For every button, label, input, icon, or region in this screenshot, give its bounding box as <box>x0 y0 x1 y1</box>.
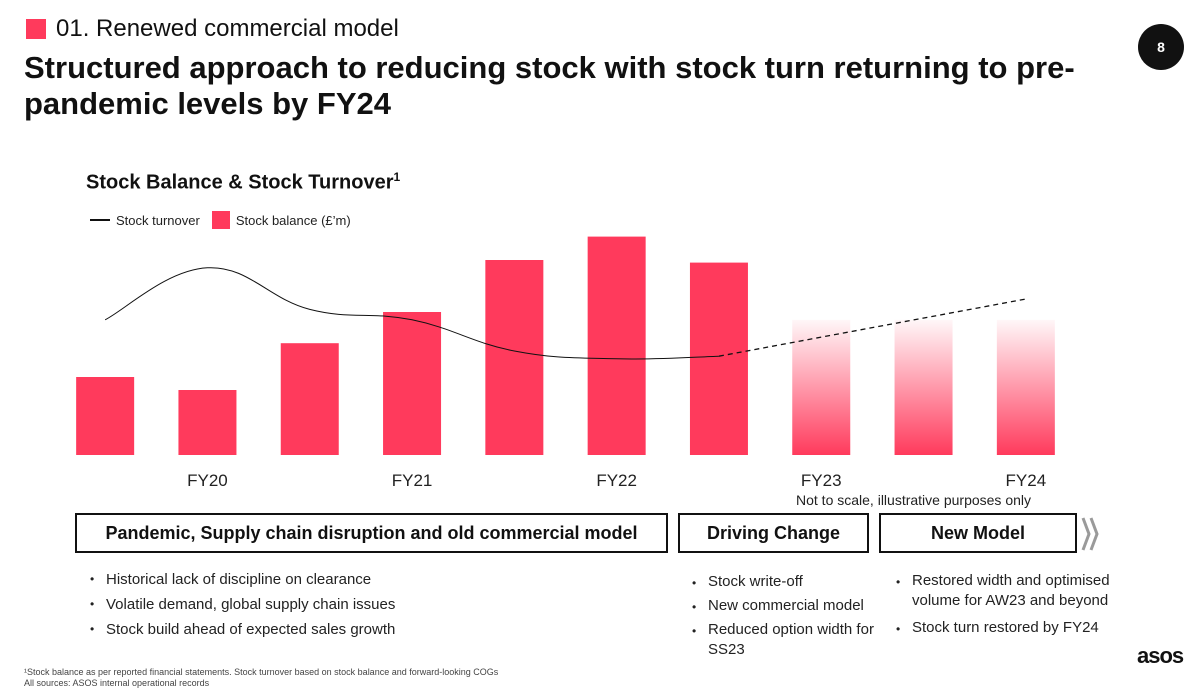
driving-change-bullets: Stock write-off New commercial model Red… <box>692 572 878 660</box>
legend-bar-label: Stock balance (£’m) <box>235 212 351 228</box>
stock-balance-bar-fy21b <box>383 312 442 455</box>
stock-balance-bar-fy22b <box>587 236 646 455</box>
phase-new-model-label: New Model <box>930 522 1025 543</box>
chart-title: Stock Balance & Stock Turnover1 <box>86 170 400 195</box>
list-item: Stock write-off <box>692 572 878 593</box>
stock-turnover-line <box>104 267 719 360</box>
list-item: Volatile demand, global supply chain iss… <box>90 596 666 613</box>
stock-balance-bar-fy20a <box>76 377 135 455</box>
chart-legend: Stock turnover Stock balance (£’m) <box>90 211 351 229</box>
stock-balance-bar-fy23b <box>894 319 953 455</box>
legend-bar-swatch <box>211 211 230 229</box>
footnote: ¹Stock balance as per reported financial… <box>24 667 498 689</box>
list-item: Historical lack of discipline on clearan… <box>90 571 666 588</box>
phase-pandemic-label: Pandemic, Supply chain disruption and ol… <box>105 522 638 543</box>
stock-balance-bar-fy23a <box>792 319 851 455</box>
phase-driving-change: Driving Change <box>678 513 869 553</box>
section-marker <box>26 19 46 39</box>
chevron-right-icon <box>1081 517 1099 551</box>
list-item: Stock build ahead of expected sales grow… <box>90 621 666 638</box>
new-model-bullets: Restored width and optimised volume for … <box>896 571 1132 639</box>
x-tick-label-fy23: FY23 <box>801 471 842 490</box>
legend-line-swatch <box>90 219 110 221</box>
stock-balance-bar-fy22c <box>689 262 748 455</box>
chart-title-text: Stock Balance & Stock Turnover <box>86 171 394 194</box>
list-item: New commercial model <box>692 596 878 617</box>
page-number-badge: 8 <box>1138 24 1184 70</box>
stock-balance-bar-fy21a <box>280 343 339 455</box>
x-tick-label-fy22: FY22 <box>596 471 637 490</box>
list-item: Reduced option width for SS23 <box>692 620 878 660</box>
footnote-line: ¹Stock balance as per reported financial… <box>24 667 499 677</box>
x-tick-label-fy20: FY20 <box>187 471 228 490</box>
x-tick-label-fy21: FY21 <box>392 471 433 490</box>
list-item: Restored width and optimised volume for … <box>896 571 1132 611</box>
stock-balance-bar-fy24 <box>996 319 1055 455</box>
page-title: Structured approach to reducing stock wi… <box>24 50 1075 121</box>
stock-balance-bar-fy22a <box>485 260 544 455</box>
footnote-line: All sources: ASOS internal operational r… <box>24 678 210 688</box>
phase-driving-change-label: Driving Change <box>706 522 840 543</box>
asos-logo: asos <box>1137 643 1184 668</box>
phase-new-model: New Model <box>879 513 1077 553</box>
list-item: Stock turn restored by FY24 <box>896 618 1132 639</box>
stock-chart: FY20 FY21 FY22 FY23 FY24 <box>76 236 1055 490</box>
pandemic-bullets: Historical lack of discipline on clearan… <box>90 571 666 638</box>
stock-turnover-projection-line <box>718 298 1026 357</box>
chart-scale-note: Not to scale, illustrative purposes only <box>796 492 1031 508</box>
stock-balance-bar-fy20b <box>178 390 237 455</box>
section-label: 01. Renewed commercial model <box>56 15 399 42</box>
phase-pandemic: Pandemic, Supply chain disruption and ol… <box>75 513 668 553</box>
chart-title-footnote-mark: 1 <box>393 170 401 184</box>
x-tick-label-fy24: FY24 <box>1006 471 1047 490</box>
legend-line-label: Stock turnover <box>116 212 200 228</box>
